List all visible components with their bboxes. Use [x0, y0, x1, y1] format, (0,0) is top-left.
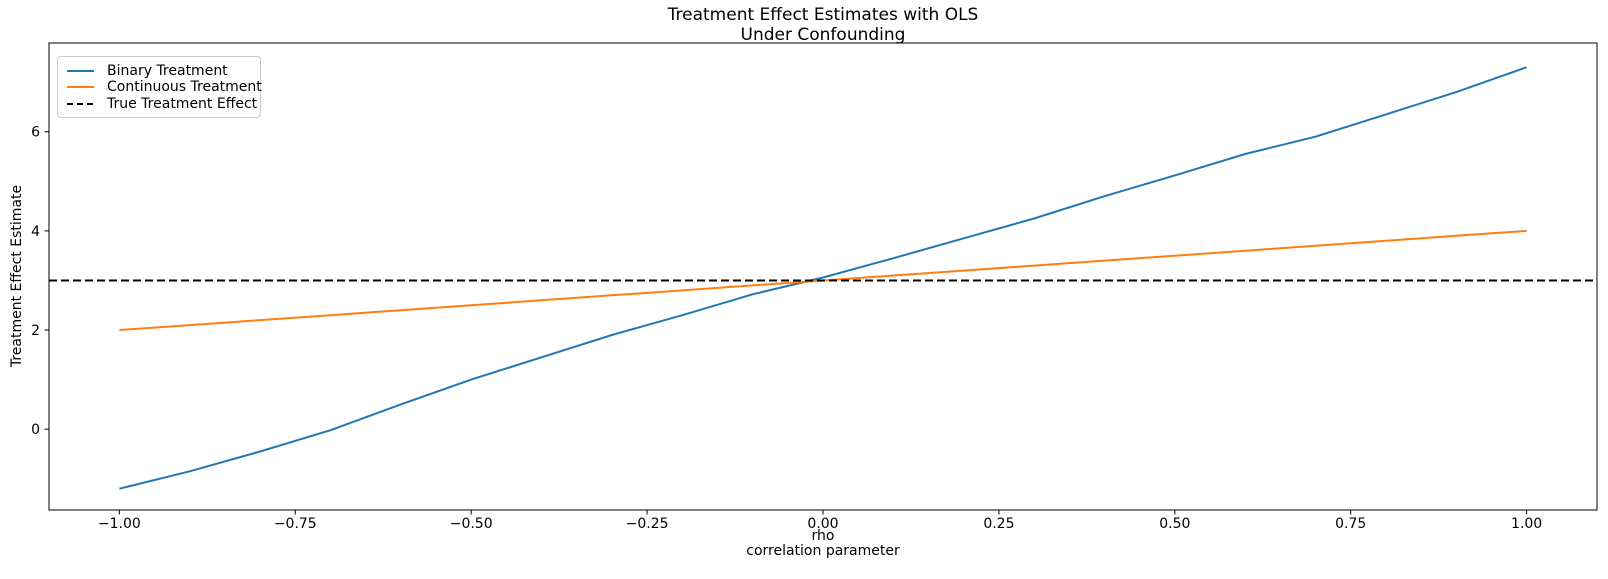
legend-label-true-effect: True Treatment Effect	[107, 95, 258, 112]
legend-line-sample-true-effect-icon	[67, 102, 94, 105]
legend-entry-continuous-treatment: Continuous Treatment	[67, 79, 262, 95]
y-tick-label: 4	[31, 224, 40, 240]
x-tick-label: 0.75	[1335, 516, 1366, 532]
y-axis-label: Treatment Effect Estimate	[9, 184, 25, 368]
legend-line-sample-continuous-icon	[67, 86, 94, 89]
x-tick-label: −0.75	[274, 516, 317, 532]
y-tick-label: 2	[31, 323, 40, 339]
x-axis-label: rho correlation parameter	[746, 528, 900, 559]
chart-title: Treatment Effect Estimates with OLS Unde…	[667, 5, 979, 45]
legend-entry-binary-treatment: Binary Treatment	[67, 63, 251, 79]
x-tick-label: −1.00	[98, 516, 141, 532]
x-tick-label: −0.50	[450, 516, 493, 532]
legend-label-continuous-treatment: Continuous Treatment	[107, 79, 262, 96]
legend-entry-true-effect: True Treatment Effect	[67, 96, 257, 112]
series-line-0	[119, 66, 1527, 490]
legend: Binary Treatment Continuous Treatment Tr…	[57, 56, 262, 118]
x-tick-label: −0.25	[626, 516, 669, 532]
y-tick-label: 0	[31, 422, 40, 438]
x-tick-label: 0.00	[807, 516, 838, 532]
x-tick-label: 1.00	[1511, 516, 1542, 532]
legend-line-sample-binary-icon	[67, 70, 94, 73]
y-tick-label: 6	[31, 125, 40, 141]
x-tick-label: 0.25	[983, 516, 1014, 532]
x-tick-label: 0.50	[1159, 516, 1190, 532]
legend-label-binary-treatment: Binary Treatment	[107, 63, 228, 80]
